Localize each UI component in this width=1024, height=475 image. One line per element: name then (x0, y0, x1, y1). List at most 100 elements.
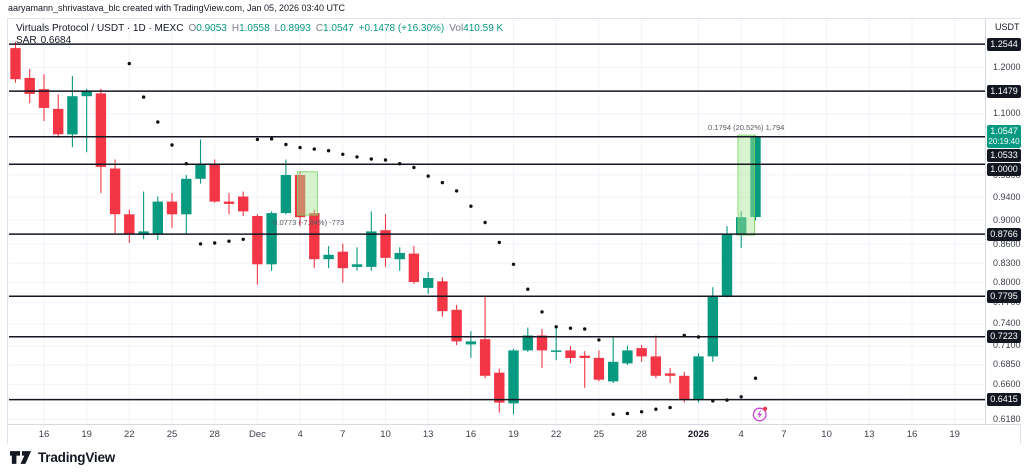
flash-event-icon[interactable] (752, 406, 768, 422)
time-axis-tick: 16 (465, 429, 477, 440)
sar-dot (213, 241, 217, 245)
indicator-legend[interactable]: SAR 0.6684 (16, 35, 71, 46)
candle (337, 243, 348, 283)
ohlc-value: 1.0558 (239, 23, 270, 34)
price-axis-label: 0.8000 (993, 277, 1021, 288)
current-price-badge: 1.0547 20:19:40 (987, 124, 1021, 148)
candle (721, 226, 733, 298)
axis-unit-label: USDT (995, 22, 1020, 32)
indicator-value: 0.6684 (40, 35, 72, 46)
attribution-bar: aaryamann_shrivastava_blc created with T… (0, 0, 1024, 18)
sar-dot (284, 142, 288, 147)
candle (266, 211, 277, 271)
ohlc-value: 0.9053 (196, 23, 227, 34)
candle (24, 68, 35, 104)
line-price-badge: 0.7223 (987, 330, 1021, 344)
tradingview-wordmark: TradingView (38, 449, 116, 465)
candle (622, 345, 633, 365)
candle (394, 247, 405, 271)
time-axis-tick: 10 (380, 429, 391, 440)
sar-dot (198, 242, 203, 246)
candle (707, 287, 718, 362)
sar-dot (170, 143, 174, 147)
price-axis-label: 1.2000 (993, 62, 1021, 73)
candle (280, 159, 292, 215)
line-price-badge: 0.7795 (987, 289, 1021, 303)
time-axis-tick: 19 (81, 429, 92, 440)
sar-dot (483, 220, 487, 225)
candle (551, 326, 562, 361)
price-range-overlay[interactable] (737, 134, 755, 236)
sar-dot (454, 189, 459, 193)
candle (508, 348, 519, 415)
ohlc-values: O0.9053 H1.0558 L0.8993 C1.0547 (183, 23, 353, 34)
time-axis-tick: 13 (422, 429, 434, 440)
sar-dot (682, 333, 686, 338)
sar-dot (711, 399, 715, 403)
candle (67, 76, 78, 148)
price-range-label: -0.0773 (-7.84%) -773 (270, 218, 345, 228)
time-axis-tick: 7 (340, 429, 346, 440)
sar-dot (440, 180, 445, 185)
candle (95, 88, 107, 194)
sar-dot (298, 145, 302, 150)
price-axis-label: 0.6600 (993, 379, 1021, 390)
sar-dot (497, 240, 501, 245)
time-axis-tick: 2026 (687, 429, 710, 440)
candle (693, 353, 704, 403)
sar-dot (583, 327, 587, 331)
price-axis[interactable]: USDT 1.20001.10000.98000.94000.90000.860… (985, 19, 1022, 424)
sar-dot (540, 310, 544, 314)
candle (494, 368, 505, 413)
sar-dot (369, 157, 373, 161)
chart-widget[interactable]: Virtuals Protocol / USDT · 1D · MEXC O0.9… (7, 18, 1022, 445)
candle (152, 196, 163, 240)
attribution-text: aaryamann_shrivastava_blc created with T… (8, 3, 346, 13)
price-range-overlay[interactable] (297, 171, 318, 216)
sar-dot (312, 147, 316, 151)
sar-dot (227, 239, 231, 243)
time-axis-tick: 28 (636, 429, 647, 440)
sar-dot (625, 411, 630, 416)
candle (181, 175, 192, 235)
sar-dot (568, 326, 573, 330)
candle (351, 247, 363, 271)
sar-dot (725, 398, 729, 402)
time-axis-tick: 7 (781, 429, 787, 440)
sar-dot (269, 137, 274, 141)
sar-dot (469, 204, 473, 208)
time-axis[interactable]: 16 19 22 25 28 Dec 4 7 10 13 16 19 22 25 28 2026 4 7 10 13 1… (8, 424, 1020, 445)
candle (309, 209, 320, 269)
ohlc-label: L (274, 23, 281, 34)
sar-dot (255, 137, 260, 142)
sar-dot (597, 338, 601, 342)
indicator-name[interactable]: SAR (16, 35, 37, 46)
candle (664, 368, 676, 383)
sar-dot (753, 376, 758, 380)
line-price-badge: 0.6415 (987, 393, 1021, 407)
sar-dot (611, 412, 615, 416)
candle (209, 159, 220, 203)
candle (223, 193, 235, 215)
candle (252, 214, 263, 285)
time-axis-tick: 25 (593, 429, 605, 440)
change-value: +0.1478 (+16.30%) (358, 23, 445, 34)
candle (465, 331, 477, 358)
sar-dot (511, 262, 516, 266)
symbol-title[interactable]: Virtuals Protocol / USDT · 1D · MEXC (16, 23, 184, 34)
price-axis-label: 0.7400 (993, 318, 1021, 329)
tradingview-logo[interactable]: TradingView (10, 445, 115, 469)
chart-canvas[interactable] (8, 19, 1020, 424)
sar-dot (412, 165, 416, 170)
symbol-legend[interactable]: Virtuals Protocol / USDT · 1D · MEXC O0.9… (16, 22, 503, 35)
candle (451, 304, 462, 346)
sar-dot (398, 162, 402, 166)
time-axis-tick: 16 (38, 429, 50, 440)
candle (593, 350, 605, 382)
price-axis-label: 0.6180 (993, 413, 1021, 424)
candle (366, 211, 377, 271)
candle (81, 88, 92, 153)
ohlc-value: 1.0547 (323, 23, 354, 34)
tradingview-logo-icon (10, 450, 32, 464)
candle (238, 191, 249, 216)
